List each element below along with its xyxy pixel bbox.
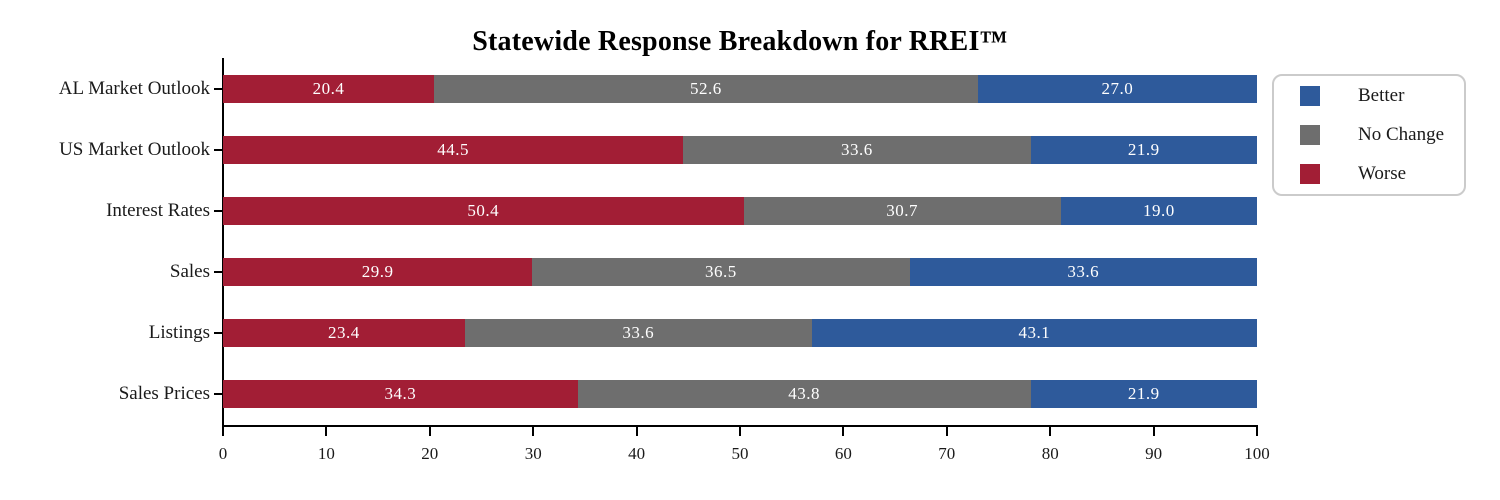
bar-value-label: 44.5 <box>437 140 469 159</box>
bar-value-label: 21.9 <box>1127 384 1160 403</box>
bar-segment-better: 19.0 <box>1060 197 1257 225</box>
bar-segment-worse: 23.4 <box>223 319 465 347</box>
bar-value-label: 52.6 <box>689 79 722 98</box>
y-axis-tick <box>214 393 223 395</box>
category-label: Sales <box>169 261 210 282</box>
y-axis-tick <box>214 210 223 212</box>
bar-segment-worse: 50.4 <box>223 197 744 225</box>
bar-value-label: 33.6 <box>840 140 873 159</box>
x-axis-tick-label: 0 <box>218 444 228 463</box>
bar-value-label: 43.8 <box>788 384 820 403</box>
y-axis-tick <box>214 88 223 90</box>
bar-value-label: 27.0 <box>1101 79 1134 98</box>
bar-value-label: 36.5 <box>704 262 737 281</box>
x-axis-tick-label: 90 <box>1145 444 1163 463</box>
x-axis-tick <box>842 427 845 436</box>
bar-segment-better: 43.1 <box>811 319 1257 347</box>
bar-value-label: 20.4 <box>312 79 345 98</box>
legend-entry: Worse <box>1300 163 1464 185</box>
x-axis-tick <box>222 427 224 436</box>
legend-swatch-better <box>1300 86 1320 106</box>
y-axis-tick <box>214 149 223 151</box>
y-axis-line <box>222 58 224 427</box>
bar-value-label: 50.4 <box>467 201 500 220</box>
x-axis-tick <box>1256 427 1258 436</box>
bar-segment-worse: 29.9 <box>223 258 533 286</box>
bar-value-label: 23.4 <box>327 323 360 342</box>
bar-segment-worse: 44.5 <box>223 136 684 164</box>
bar-segment-no-change: 52.6 <box>433 75 978 103</box>
chart-title: Statewide Response Breakdown for RREI™ <box>472 26 1008 57</box>
x-axis-tick-label: 30 <box>524 444 542 463</box>
y-axis-tick <box>214 332 223 334</box>
bar-value-label: 29.9 <box>361 262 394 281</box>
legend-label: Better <box>1358 85 1405 106</box>
bar-segment-no-change: 33.6 <box>464 319 812 347</box>
x-axis-tick <box>428 427 431 436</box>
x-axis-tick <box>635 427 638 436</box>
bar-segment-no-change: 43.8 <box>577 380 1031 408</box>
x-axis-tick <box>325 427 328 436</box>
x-axis-tick <box>739 427 741 436</box>
bar-segment-worse: 34.3 <box>223 380 578 408</box>
bar-segment-no-change: 36.5 <box>532 258 910 286</box>
x-axis-tick-label: 20 <box>421 444 439 463</box>
x-axis-line <box>222 425 1258 427</box>
bar-row: 44.5 33.6 21.9 <box>223 136 1257 164</box>
bar-segment-no-change: 33.6 <box>683 136 1031 164</box>
bar-value-label: 43.1 <box>1018 323 1051 342</box>
x-axis-tick <box>532 427 535 436</box>
x-axis-tick-label: 40 <box>628 444 646 463</box>
bar-row: 34.3 43.8 21.9 <box>223 380 1257 408</box>
bar-row: 50.4 30.7 19.0 <box>223 197 1257 225</box>
bar-row: 23.4 33.6 43.1 <box>223 319 1257 347</box>
bar-value-label: 30.7 <box>886 201 919 220</box>
x-axis-tick-label: 60 <box>834 444 852 463</box>
bar-segment-better: 33.6 <box>909 258 1257 286</box>
x-axis-tick <box>1049 427 1052 436</box>
legend-label: Worse <box>1358 163 1407 184</box>
legend-entry: No Change <box>1300 124 1464 146</box>
bar-segment-worse: 20.4 <box>223 75 434 103</box>
x-axis-tick-label: 100 <box>1244 444 1270 463</box>
bar-value-label: 19.0 <box>1142 201 1175 220</box>
category-label: Interest Rates <box>106 200 210 221</box>
bar-value-label: 33.6 <box>1067 262 1100 281</box>
bar-row: 29.9 36.5 33.6 <box>223 258 1257 286</box>
x-axis-tick <box>945 427 948 436</box>
bar-segment-better: 21.9 <box>1030 380 1257 408</box>
bar-segment-better: 27.0 <box>977 75 1257 103</box>
bar-value-label: 21.9 <box>1127 140 1160 159</box>
x-axis-tick <box>1152 427 1155 436</box>
legend-swatch-no-change <box>1300 125 1320 145</box>
bar-value-label: 33.6 <box>622 323 655 342</box>
category-label: US Market Outlook <box>59 139 210 160</box>
category-label: Listings <box>148 322 210 343</box>
y-axis-tick <box>214 271 223 273</box>
x-axis-tick-label: 50 <box>731 444 749 463</box>
legend-entry: Better <box>1300 85 1464 107</box>
legend-label: No Change <box>1358 124 1445 145</box>
category-label: AL Market Outlook <box>58 78 210 99</box>
bar-row: 20.4 52.6 27.0 <box>223 75 1257 103</box>
bar-value-label: 34.3 <box>384 384 417 403</box>
x-axis-tick-label: 10 <box>317 444 335 463</box>
bar-segment-better: 21.9 <box>1030 136 1257 164</box>
legend-swatch-worse <box>1300 164 1320 184</box>
x-axis-tick-label: 70 <box>938 444 956 463</box>
x-axis-tick-label: 80 <box>1041 444 1059 463</box>
legend: Better No Change Worse <box>1272 74 1466 196</box>
bar-segment-no-change: 30.7 <box>743 197 1061 225</box>
category-label: Sales Prices <box>118 383 210 404</box>
